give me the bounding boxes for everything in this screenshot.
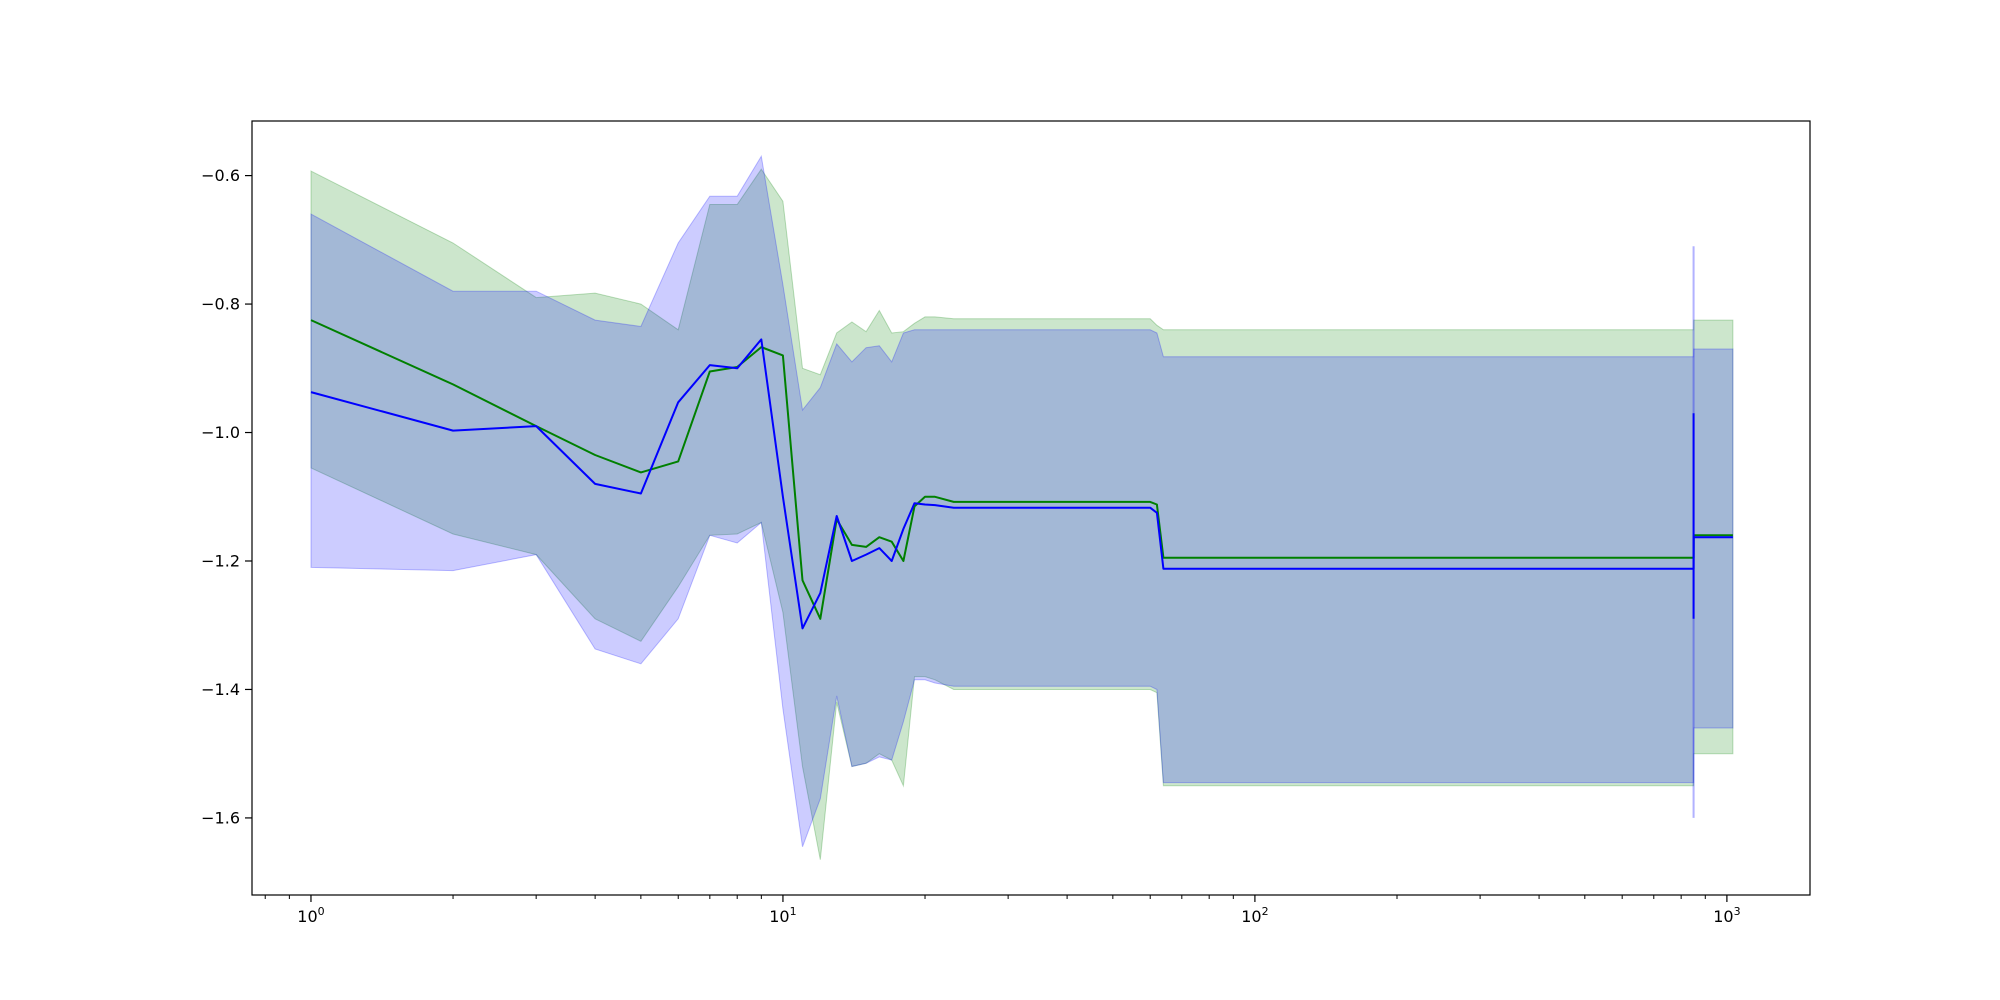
series-line-1 bbox=[310, 338, 1733, 630]
x-tick-label: 102 bbox=[1241, 905, 1268, 926]
y-tick-label: −1.0 bbox=[201, 423, 240, 442]
x-axis: 100 101 102 103 bbox=[264, 895, 1741, 926]
confidence-band-0 bbox=[310, 168, 1734, 860]
y-tick-label: −0.8 bbox=[201, 295, 240, 314]
x-tick-label: 103 bbox=[1713, 905, 1740, 926]
series-line-0 bbox=[310, 319, 1733, 620]
x-tick-label: 100 bbox=[297, 905, 324, 926]
series-lines bbox=[310, 319, 1733, 630]
y-tick-label: −0.6 bbox=[201, 166, 240, 185]
x-tick-label: 101 bbox=[769, 905, 796, 926]
y-axis: −0.6 −0.8 −1.0 −1.2 −1.4 −1.6 bbox=[201, 166, 252, 827]
y-tick-label: −1.6 bbox=[201, 808, 240, 827]
y-tick-label: −1.2 bbox=[201, 551, 240, 570]
plot-frame bbox=[251, 120, 1811, 896]
y-tick-label: −1.4 bbox=[201, 680, 240, 699]
